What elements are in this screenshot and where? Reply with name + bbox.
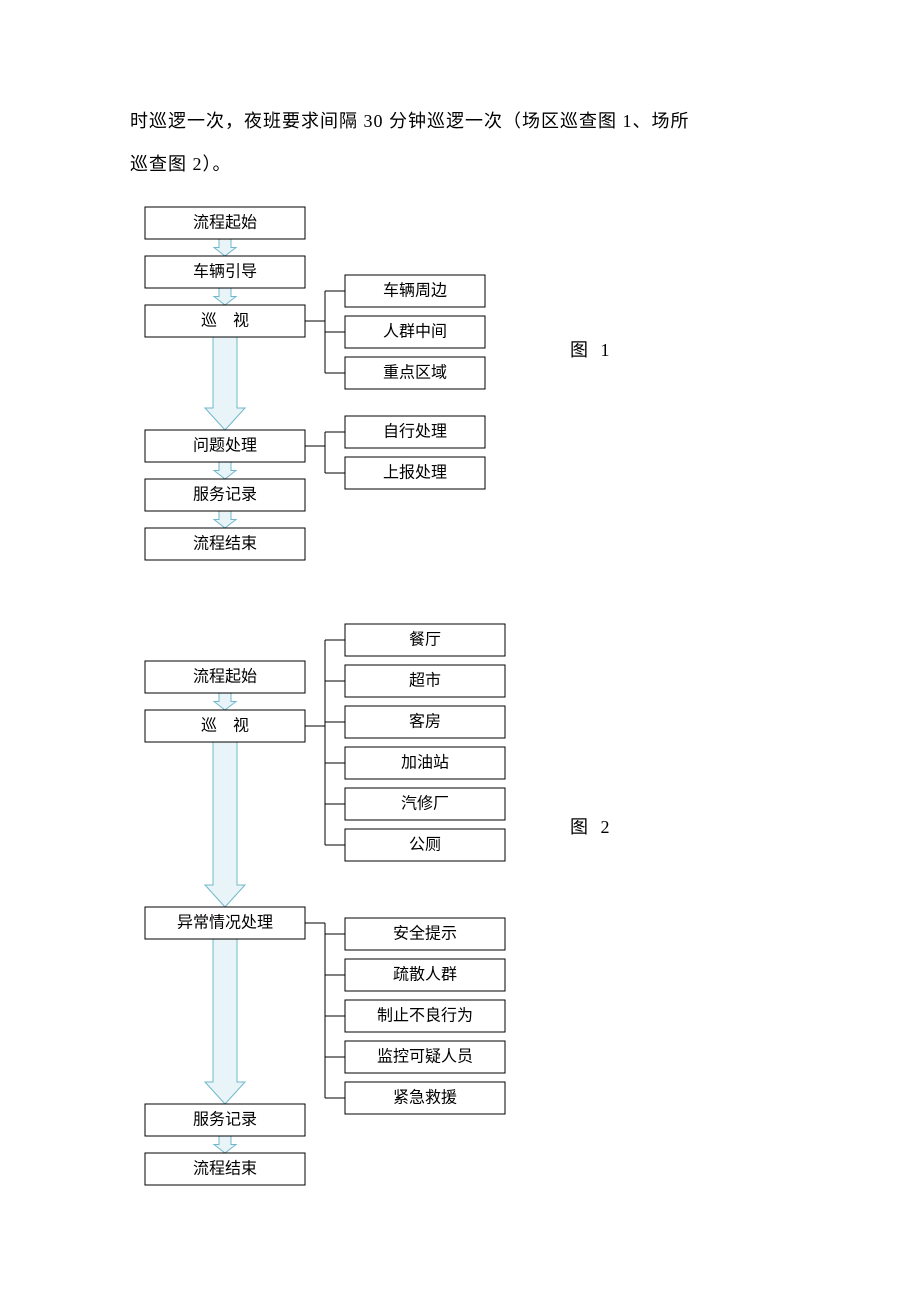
big-arrow — [205, 337, 245, 430]
fig1-node-f1_s2-label: 人群中间 — [383, 323, 447, 341]
fig2-node-f2_b3-label: 制止不良行为 — [377, 1007, 473, 1025]
small-arrow — [214, 462, 236, 479]
fig1-node-f1_start-label: 流程起始 — [193, 214, 257, 232]
fig1-node-f1_s1-label: 车辆周边 — [383, 282, 447, 300]
fig1-node-f1_record-label: 服务记录 — [193, 486, 257, 504]
fig2-node-f2_b1-label: 安全提示 — [393, 925, 457, 943]
fig2-node-f2_a4-label: 加油站 — [401, 754, 449, 772]
small-arrow — [214, 511, 236, 528]
fig1-node-f1_patrol-label: 巡 视 — [201, 312, 249, 330]
fig2-node-f2_b5-label: 紧急救援 — [393, 1089, 457, 1107]
small-arrow — [214, 693, 236, 710]
small-arrow — [214, 288, 236, 305]
fig2-node-f2_abnorm-label: 异常情况处理 — [177, 914, 273, 932]
fig2-node-f2_patrol-label: 巡 视 — [201, 717, 249, 735]
fig1-node-f1_s5-label: 上报处理 — [383, 464, 447, 482]
small-arrow — [214, 239, 236, 256]
big-arrow — [205, 742, 245, 907]
fig2-node-f2_a3-label: 客房 — [409, 713, 441, 731]
fig1-node-f1_issue-label: 问题处理 — [193, 437, 257, 455]
fig1-node-f1_s4-label: 自行处理 — [383, 423, 447, 441]
fig2-node-f2_b4-label: 监控可疑人员 — [377, 1048, 473, 1066]
fig2-node-f2_record-label: 服务记录 — [193, 1111, 257, 1129]
fig2-node-f2_a5-label: 汽修厂 — [401, 795, 449, 813]
fig2-node-f2_a6-label: 公厕 — [409, 837, 441, 854]
fig1-node-f1_end-label: 流程结束 — [193, 535, 257, 553]
fig2-node-f2_b2-label: 疏散人群 — [393, 966, 457, 984]
small-arrow — [214, 1136, 236, 1153]
big-arrow — [205, 939, 245, 1104]
fig2-node-f2_a2-label: 超市 — [409, 672, 441, 690]
fig2-node-f2_start-label: 流程起始 — [193, 668, 257, 686]
fig2-node-f2_end-label: 流程结束 — [193, 1160, 257, 1178]
fig1-node-f1_s3-label: 重点区域 — [383, 364, 447, 382]
flowchart-svg: 流程起始车辆引导巡 视问题处理服务记录流程结束车辆周边人群中间重点区域自行处理上… — [0, 0, 920, 1302]
fig1-node-f1_guide-label: 车辆引导 — [193, 263, 257, 281]
fig2-node-f2_a1-label: 餐厅 — [409, 631, 441, 649]
